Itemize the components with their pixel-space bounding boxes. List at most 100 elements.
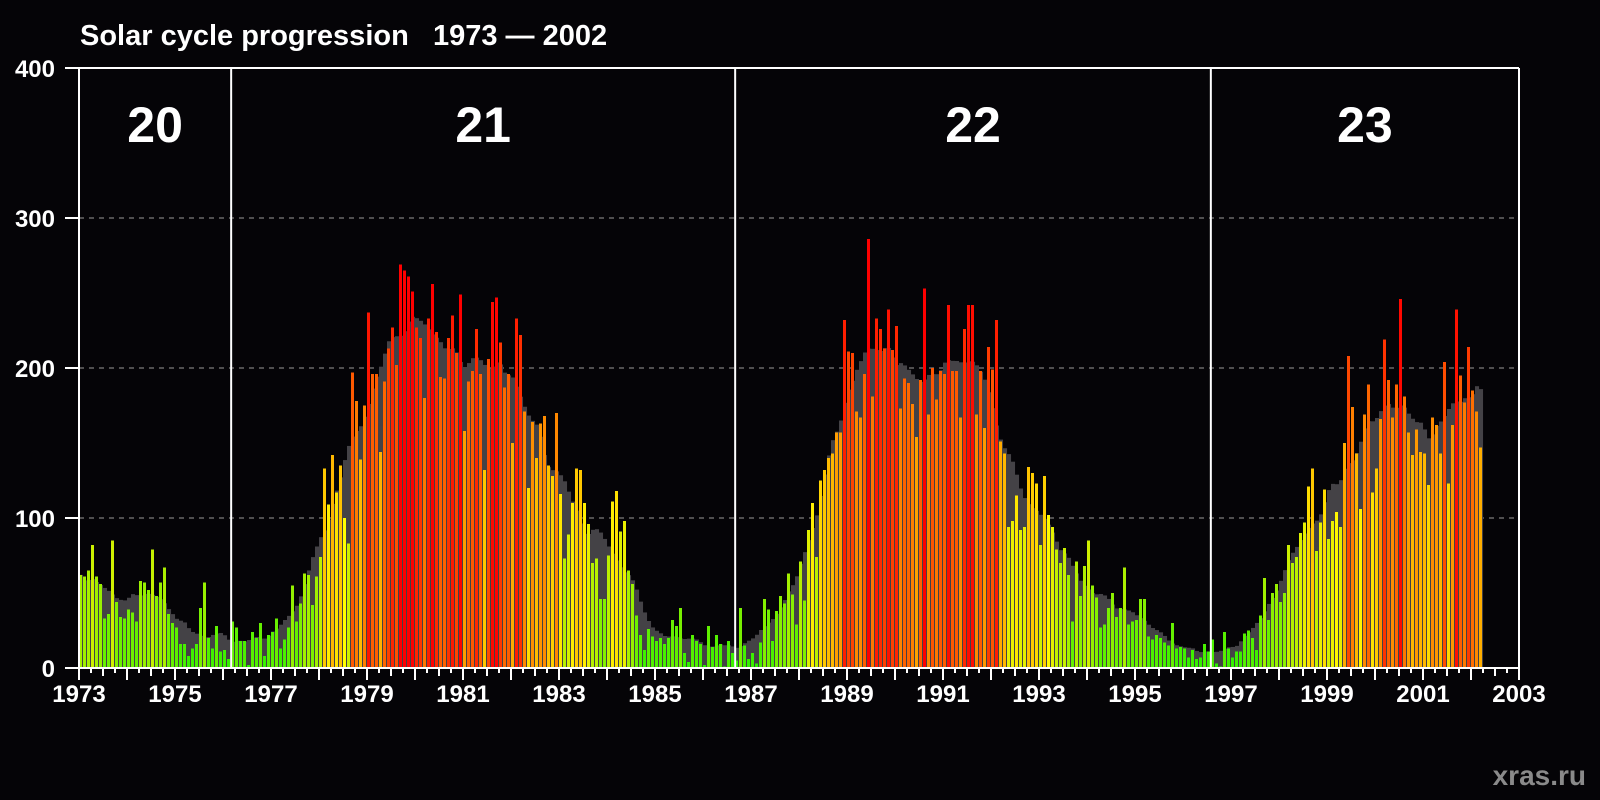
monthly-bar xyxy=(1331,521,1334,668)
monthly-bar xyxy=(787,573,790,668)
monthly-bar xyxy=(1199,657,1202,668)
monthly-bar xyxy=(1179,647,1182,668)
monthly-bar xyxy=(971,305,974,668)
monthly-bar xyxy=(763,599,766,668)
monthly-bar xyxy=(411,291,414,668)
monthly-bar xyxy=(1067,575,1070,668)
monthly-bar xyxy=(1131,621,1134,668)
x-tick-label: 1981 xyxy=(436,681,489,708)
monthly-bar xyxy=(1259,615,1262,668)
monthly-bar xyxy=(1167,645,1170,668)
smoothed-bar xyxy=(1215,651,1220,668)
monthly-bar xyxy=(1003,453,1006,668)
monthly-bar xyxy=(1051,527,1054,668)
monthly-bar xyxy=(943,374,946,668)
monthly-bar xyxy=(1463,402,1466,668)
monthly-bar xyxy=(1291,563,1294,668)
monthly-bar xyxy=(1323,489,1326,668)
monthly-bar xyxy=(427,318,430,668)
monthly-bar xyxy=(399,264,402,668)
monthly-bar xyxy=(1359,509,1362,668)
monthly-bar xyxy=(1351,407,1354,668)
monthly-bar xyxy=(279,648,282,668)
monthly-bar xyxy=(615,491,618,668)
monthly-bar xyxy=(679,608,682,668)
monthly-bar xyxy=(471,371,474,668)
x-tick-label: 1997 xyxy=(1204,681,1257,708)
monthly-bar xyxy=(951,371,954,668)
monthly-bar xyxy=(1283,593,1286,668)
y-tick-label: 100 xyxy=(15,506,55,533)
monthly-bar xyxy=(303,573,306,668)
monthly-bar xyxy=(495,297,498,668)
monthly-bar xyxy=(1187,657,1190,668)
monthly-bar xyxy=(107,614,110,668)
monthly-bar xyxy=(1087,540,1090,668)
monthly-bar xyxy=(419,338,422,668)
monthly-bar xyxy=(183,644,186,668)
monthly-bar xyxy=(83,576,86,668)
monthly-bar xyxy=(95,576,98,668)
monthly-bar xyxy=(451,315,454,668)
monthly-bar xyxy=(1459,375,1462,668)
monthly-bar xyxy=(851,353,854,668)
monthly-bar xyxy=(1307,486,1310,668)
monthly-bar xyxy=(867,239,870,668)
monthly-bar xyxy=(1375,468,1378,668)
monthly-bar xyxy=(775,611,778,668)
monthly-bar xyxy=(1423,453,1426,668)
smoothed-bar xyxy=(723,645,728,668)
monthly-bar xyxy=(159,582,162,668)
monthly-bar xyxy=(191,648,194,668)
monthly-bar xyxy=(1431,417,1434,668)
monthly-bar xyxy=(1171,623,1174,668)
monthly-bar xyxy=(1387,380,1390,668)
monthly-bar xyxy=(999,441,1002,668)
smoothed-bar xyxy=(703,645,708,668)
monthly-bar xyxy=(415,327,418,668)
monthly-bar xyxy=(1427,485,1430,668)
monthly-bar xyxy=(267,635,270,668)
monthly-bar xyxy=(595,558,598,668)
monthly-bar xyxy=(899,408,902,668)
monthly-bar xyxy=(443,378,446,668)
monthly-bar xyxy=(255,638,258,668)
monthly-bar xyxy=(1251,638,1254,668)
monthly-bar xyxy=(551,476,554,668)
monthly-bar xyxy=(1191,650,1194,668)
monthly-bar xyxy=(387,348,390,668)
monthly-bar xyxy=(423,398,426,668)
monthly-bar xyxy=(167,614,170,668)
monthly-bar xyxy=(799,561,802,668)
monthly-bar xyxy=(1479,447,1482,668)
monthly-bar xyxy=(1415,429,1418,668)
monthly-bar xyxy=(1147,636,1150,668)
x-tick-label: 1977 xyxy=(244,681,297,708)
monthly-bar xyxy=(115,602,118,668)
monthly-bar xyxy=(195,644,198,668)
monthly-bar xyxy=(111,540,114,668)
monthly-bar xyxy=(1339,527,1342,668)
monthly-bar xyxy=(199,608,202,668)
monthly-bar xyxy=(1143,599,1146,668)
y-tick-label: 300 xyxy=(15,206,55,233)
x-tick-label: 1999 xyxy=(1300,681,1353,708)
monthly-bar xyxy=(887,309,890,668)
smoothed-bar xyxy=(747,640,752,668)
monthly-bar xyxy=(103,618,106,668)
monthly-bar xyxy=(755,663,758,668)
x-tick-label: 1991 xyxy=(916,681,969,708)
monthly-bar xyxy=(571,503,574,668)
monthly-bar xyxy=(363,405,366,668)
monthly-bar xyxy=(1079,596,1082,668)
smoothed-bar xyxy=(187,628,192,668)
monthly-bar xyxy=(335,492,338,668)
smoothed-bar xyxy=(1219,650,1224,668)
monthly-bar xyxy=(1159,638,1162,668)
monthly-bar xyxy=(631,584,634,668)
smoothed-bar xyxy=(263,638,268,668)
monthly-bar xyxy=(691,635,694,668)
cycle-label: 20 xyxy=(127,97,183,153)
monthly-bar xyxy=(819,480,822,668)
monthly-bar xyxy=(1115,617,1118,668)
